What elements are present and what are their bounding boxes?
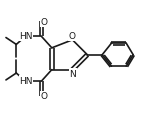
Text: N: N — [70, 69, 76, 78]
Text: O: O — [69, 32, 76, 41]
Text: O: O — [41, 92, 48, 101]
Text: O: O — [41, 18, 48, 27]
Text: HN: HN — [19, 76, 33, 85]
Text: HN: HN — [19, 32, 33, 41]
